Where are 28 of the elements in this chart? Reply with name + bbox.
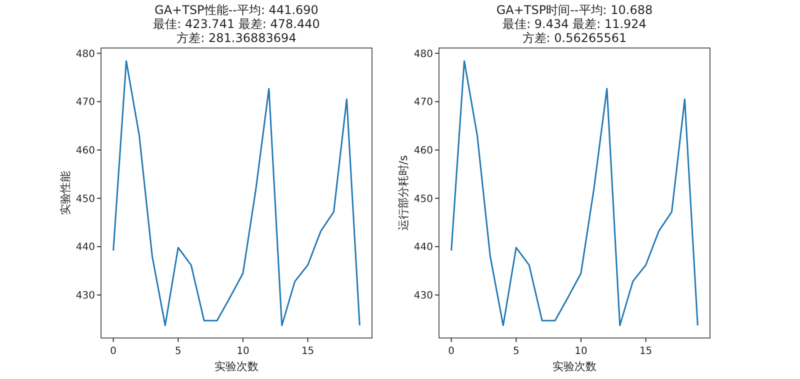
x-tick-label: 15 <box>301 346 314 357</box>
y-tick-label: 460 <box>414 145 433 156</box>
y-tick-label: 470 <box>76 97 95 108</box>
y-tick-label: 480 <box>414 48 433 60</box>
y-tick-label: 440 <box>76 242 95 254</box>
line-series <box>112 60 360 326</box>
y-axis-title: 实验性能 <box>59 171 72 215</box>
line-series <box>450 60 698 326</box>
x-tick-label: 0 <box>448 346 455 357</box>
x-axis-title: 实验次数 <box>552 360 596 373</box>
y-tick-label: 470 <box>414 97 433 108</box>
x-axis-title: 实验次数 <box>214 360 258 373</box>
y-tick-label: 440 <box>414 242 433 254</box>
chart-title: GA+TSP性能--平均: 441.690 最佳: 423.741 最差: 478.440 方差: 281.36883694 <box>153 3 320 45</box>
x-tick-label: 10 <box>574 346 588 357</box>
y-tick-label: 430 <box>414 290 433 302</box>
chart-title: GA+TSP时间--平均: 10.688 最佳: 9.434 最差: 11.924 方差: 0.56265561 <box>496 3 653 45</box>
y-tick-label: 460 <box>76 145 95 156</box>
y-tick-label: 450 <box>414 194 433 205</box>
y-tick-label: 450 <box>76 194 95 205</box>
x-tick-label: 5 <box>512 346 520 357</box>
y-axis-title: 运行部分耗时/s <box>397 155 410 231</box>
x-tick-label: 0 <box>110 346 117 357</box>
x-tick-label: 5 <box>174 346 182 357</box>
x-tick-label: 10 <box>236 346 250 357</box>
y-tick-label: 430 <box>76 290 95 302</box>
y-tick-label: 480 <box>76 48 95 60</box>
x-tick-label: 15 <box>639 346 652 357</box>
